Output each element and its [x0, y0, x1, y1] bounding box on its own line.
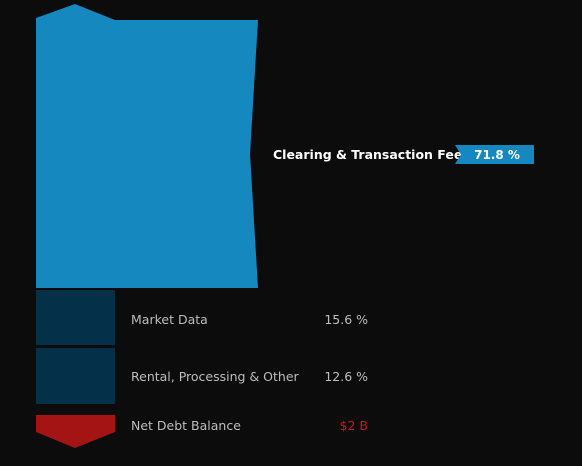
label-clearing-transaction-fee: Clearing & Transaction Fee — [273, 147, 462, 162]
label-market-data: Market Data — [131, 312, 208, 327]
label-net-debt-balance: Net Debt Balance — [131, 418, 241, 433]
value-rental-processing-other: 12.6 % — [324, 369, 368, 384]
value-clearing-transaction-fee: 71.8 % — [474, 148, 520, 162]
segment-rental-processing-other — [36, 348, 115, 404]
label-rental-processing-other: Rental, Processing & Other — [131, 369, 300, 384]
segment-market-data — [36, 290, 115, 345]
value-net-debt-balance: $2 B — [340, 418, 368, 433]
value-market-data: 15.6 % — [324, 312, 368, 327]
net-debt-marker — [36, 415, 115, 448]
value-badge — [455, 145, 534, 164]
segment-clearing-transaction-fee — [36, 4, 258, 288]
